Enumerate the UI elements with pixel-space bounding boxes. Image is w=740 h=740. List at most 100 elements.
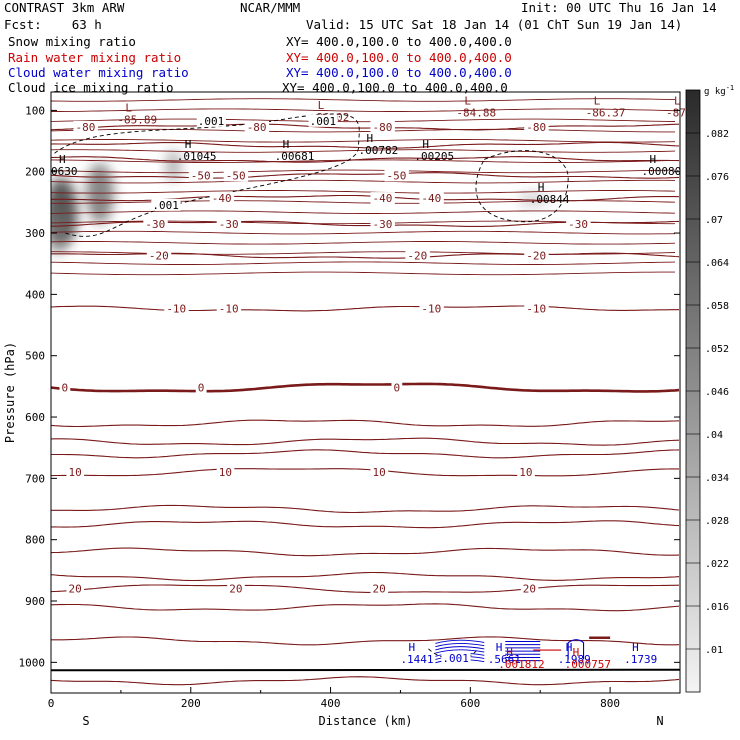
contour-label-bg — [524, 120, 549, 133]
x-tick-label: 600 — [460, 697, 480, 710]
temperature-contour — [51, 468, 679, 477]
y-tick-label: 800 — [25, 534, 45, 547]
extremum-value: .1739 — [624, 653, 657, 666]
extremum-H: H — [632, 641, 639, 654]
extremum-value: .00205 — [414, 150, 454, 163]
temperature-contour — [51, 449, 680, 459]
model-level-line — [51, 98, 676, 102]
extremum-L: L — [318, 99, 325, 112]
temperature-contour-label: 10 — [372, 466, 385, 479]
shading-blob-3 — [51, 211, 68, 256]
extremum-value: .5661 — [488, 653, 521, 666]
colorbar-tick-label: .028 — [705, 516, 729, 527]
contour-label-bg — [146, 249, 172, 262]
x-axis-label: Distance (km) — [319, 714, 413, 728]
temperature-contour-label: 10 — [68, 466, 81, 479]
contour-label-bg — [216, 466, 235, 479]
extremum-value: .00080 — [642, 165, 682, 178]
colorbar-tick-label: .016 — [705, 602, 729, 613]
cloud-water-contour — [435, 642, 485, 648]
cloud-water-contour — [435, 649, 485, 654]
field-rain-name: Rain water mixing ratio — [8, 50, 182, 65]
temperature-contour-label: -10 — [166, 302, 186, 315]
contour-label-bg — [244, 120, 270, 133]
extremum-value: .00681 — [275, 150, 315, 163]
extremum-H: H — [496, 641, 503, 654]
temperature-contour-label: -50 — [191, 169, 211, 182]
temperature-contour-label: -50 — [386, 169, 406, 182]
temperature-contour-label: -10 — [526, 302, 546, 315]
y-tick-label: 600 — [25, 411, 45, 424]
extremum-L: L — [594, 95, 601, 108]
model-level-line — [51, 118, 676, 123]
temperature-contour — [51, 419, 680, 428]
temperature-contour-label: 0 — [198, 382, 205, 395]
contour-label-bg — [227, 582, 245, 595]
temperature-contour — [51, 156, 680, 163]
y-tick-label: 400 — [25, 288, 45, 301]
field-cloudice-name: Cloud ice mixing ratio — [8, 80, 174, 95]
header-valid: Valid: 15 UTC Sat 18 Jan 14 (01 ChT Sun … — [306, 17, 683, 32]
contour-label-bg — [195, 381, 207, 394]
field-snow-name: Snow mixing ratio — [8, 34, 136, 49]
model-level-line — [51, 179, 676, 184]
contour-label-bg — [566, 217, 591, 230]
temperature-contour-label: -10 — [421, 302, 441, 315]
extremum-H: H — [367, 132, 374, 145]
temperature-contour-label: 0 — [393, 382, 400, 395]
temperature-contour — [51, 172, 680, 179]
temperature-contour-label: 20 — [229, 583, 242, 596]
temperature-contour-label: -40 — [372, 192, 392, 205]
temperature-contour-label: -30 — [219, 218, 239, 231]
header-fcst: Fcst: 63 h — [4, 17, 102, 32]
contour-label-bg — [370, 120, 395, 133]
temperature-contour-label: -80 — [247, 121, 267, 134]
extrema-markers: L-85.89L-86.02L-84.88L-86.37L-87H0630H.0… — [51, 95, 686, 671]
temperature-contour — [51, 305, 679, 312]
colorbar-tick-label: .082 — [705, 129, 729, 140]
contour-label-bg — [520, 582, 539, 595]
model-level-line — [51, 159, 676, 163]
temperature-contour-label: -50 — [226, 169, 246, 182]
y-tick-label: 500 — [25, 350, 45, 363]
temperature-contour — [51, 603, 680, 612]
model-level-line — [51, 108, 676, 112]
model-level-line — [51, 190, 676, 194]
colorbar-unit-exponent: -1 — [726, 84, 734, 92]
colorbar-tick-label: .058 — [705, 301, 729, 312]
extremum-H: H — [573, 646, 580, 659]
plot-frame — [50, 91, 681, 694]
y-axis-label: Pressure (hPa) — [3, 342, 17, 443]
model-level-line — [51, 128, 675, 133]
extremum-value: -86.37 — [586, 107, 626, 120]
contour-value-label: .001 — [442, 652, 469, 665]
x-end-label-north: N — [656, 714, 663, 728]
model-level-line — [51, 230, 676, 235]
x-tick-label: 0 — [48, 697, 55, 710]
header-title-center: NCAR/MMM — [240, 0, 301, 15]
shading-blob-4 — [517, 191, 550, 208]
contour-label-bg — [370, 466, 389, 479]
temperature-contour-label: -20 — [526, 250, 546, 263]
temperature-contour — [51, 123, 680, 131]
temperature-contour-label: -40 — [212, 192, 232, 205]
temperature-contour-label: -10 — [219, 302, 239, 315]
y-tick-label: 900 — [25, 595, 45, 608]
contour-label-bg — [391, 381, 403, 394]
temperature-contour — [51, 437, 680, 446]
y-tick-label: 300 — [25, 227, 45, 240]
temperature-contour-label: 20 — [68, 583, 81, 596]
temperature-contour — [51, 504, 680, 514]
colorbar-tick-label: .022 — [705, 559, 729, 570]
temperature-contour — [51, 141, 680, 149]
contour-label-bg — [59, 381, 71, 394]
colorbar-tick-label: .064 — [705, 258, 729, 269]
temperature-contour — [51, 194, 680, 202]
colorbar-tick-label: .046 — [705, 387, 729, 398]
contour-label-bg — [524, 302, 549, 315]
model-level-line — [51, 149, 676, 153]
field-rain-xy: XY= 400.0,100.0 to 400.0,400.0 — [286, 50, 512, 65]
temperature-contours — [51, 98, 680, 686]
contour-value-label: .001 — [198, 115, 225, 128]
